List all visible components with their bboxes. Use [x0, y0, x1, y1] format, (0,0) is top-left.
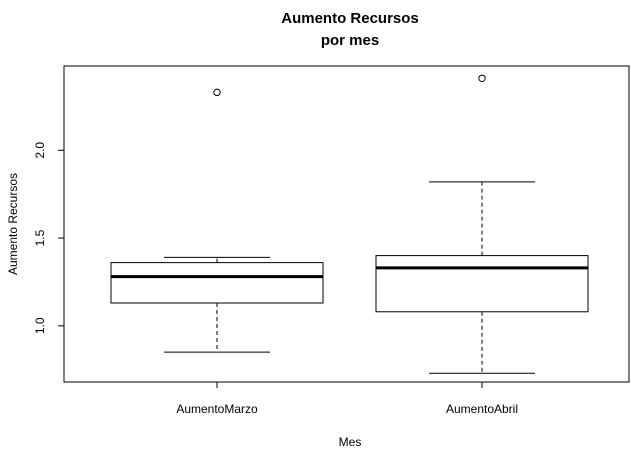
outlier-1-0 — [478, 74, 486, 82]
box-1 — [375, 255, 589, 313]
boxes-group — [110, 74, 589, 374]
chart-title-line-1: Aumento Recursos — [281, 10, 419, 27]
y-tick-label-0: 1.0 — [33, 317, 47, 334]
chart-title-line-2: por mes — [321, 32, 379, 49]
box-0 — [110, 262, 324, 304]
y-tick-label-1: 1.5 — [33, 229, 47, 246]
y-axis-label: Aumento Recursos — [6, 173, 20, 275]
x-axis-label: Mes — [339, 435, 362, 449]
outlier-0-0 — [213, 88, 221, 97]
y-axis: 1.0 1.5 2.0 — [33, 142, 64, 334]
y-tick-label-2: 2.0 — [33, 142, 47, 159]
x-tick-label-1: AumentoAbril — [446, 402, 518, 416]
x-axis: AumentoMarzo AumentoAbril — [176, 382, 518, 416]
x-tick-label-0: AumentoMarzo — [176, 402, 258, 416]
plot-frame — [63, 65, 630, 383]
